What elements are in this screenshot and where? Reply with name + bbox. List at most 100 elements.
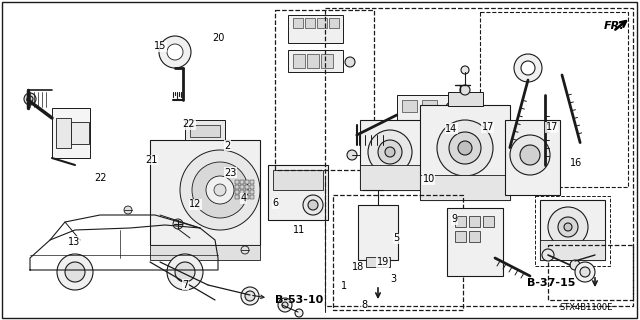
Bar xyxy=(240,190,244,194)
Text: 3: 3 xyxy=(390,274,396,284)
Circle shape xyxy=(27,96,33,102)
Bar xyxy=(245,190,249,194)
Circle shape xyxy=(368,130,412,174)
Bar xyxy=(250,180,254,184)
Text: 21: 21 xyxy=(145,155,158,165)
Bar xyxy=(325,8,633,306)
Circle shape xyxy=(564,223,572,231)
Circle shape xyxy=(514,54,542,82)
Text: STX4B1100E: STX4B1100E xyxy=(560,303,613,312)
Circle shape xyxy=(449,132,481,164)
Bar xyxy=(397,95,462,135)
Circle shape xyxy=(295,309,303,317)
Circle shape xyxy=(385,147,395,157)
Circle shape xyxy=(460,85,470,95)
Circle shape xyxy=(175,262,195,282)
Bar xyxy=(321,54,333,68)
Bar xyxy=(245,180,249,184)
Bar xyxy=(235,180,239,184)
Text: FR.: FR. xyxy=(604,21,625,31)
Text: 1: 1 xyxy=(341,281,348,292)
Bar xyxy=(245,195,249,199)
Bar xyxy=(250,195,254,199)
Circle shape xyxy=(520,145,540,165)
Bar xyxy=(185,120,225,140)
Circle shape xyxy=(124,206,132,214)
Circle shape xyxy=(167,44,183,60)
Bar xyxy=(71,122,89,144)
Bar xyxy=(483,216,494,227)
Circle shape xyxy=(282,302,288,308)
Circle shape xyxy=(521,61,535,75)
Bar xyxy=(240,180,244,184)
Text: 19: 19 xyxy=(376,257,389,268)
Bar xyxy=(333,195,463,310)
Circle shape xyxy=(159,36,191,68)
Bar xyxy=(469,231,480,242)
Circle shape xyxy=(347,150,357,160)
Bar xyxy=(273,170,323,190)
Text: 8: 8 xyxy=(362,300,368,310)
Bar xyxy=(360,120,425,190)
Bar xyxy=(358,205,398,260)
Bar xyxy=(540,240,605,260)
Circle shape xyxy=(65,262,85,282)
Text: 22: 22 xyxy=(94,172,107,183)
Text: 22: 22 xyxy=(182,119,195,129)
Bar xyxy=(329,18,339,28)
Bar xyxy=(268,165,328,220)
Circle shape xyxy=(180,150,260,230)
Text: 10: 10 xyxy=(422,174,435,184)
Text: B-37-15: B-37-15 xyxy=(527,278,576,288)
Bar xyxy=(422,100,437,112)
Circle shape xyxy=(241,287,259,305)
Circle shape xyxy=(308,200,318,210)
Circle shape xyxy=(303,195,323,215)
Text: 2: 2 xyxy=(224,140,230,151)
Text: 6: 6 xyxy=(272,198,278,208)
Text: 12: 12 xyxy=(189,199,202,209)
Text: B-53-10: B-53-10 xyxy=(275,295,324,305)
Text: 7: 7 xyxy=(182,280,189,290)
Text: 4: 4 xyxy=(240,193,246,204)
Bar xyxy=(447,208,503,276)
Bar xyxy=(366,257,390,267)
Circle shape xyxy=(241,246,249,254)
Bar xyxy=(384,142,454,167)
Bar xyxy=(420,175,510,200)
Circle shape xyxy=(214,184,226,196)
Text: 16: 16 xyxy=(570,157,582,168)
Bar xyxy=(469,216,480,227)
Bar xyxy=(150,245,260,260)
Text: 17: 17 xyxy=(481,122,494,132)
Bar xyxy=(402,100,417,112)
Circle shape xyxy=(548,207,588,247)
Bar xyxy=(305,18,315,28)
Bar xyxy=(293,54,305,68)
Text: 18: 18 xyxy=(352,262,365,272)
Bar xyxy=(535,196,610,266)
Bar xyxy=(505,120,560,195)
Circle shape xyxy=(570,260,580,270)
Bar xyxy=(293,18,303,28)
Bar xyxy=(455,231,466,242)
Circle shape xyxy=(167,254,203,290)
Bar xyxy=(275,10,374,170)
Bar xyxy=(420,105,510,200)
Bar xyxy=(235,195,239,199)
Text: 13: 13 xyxy=(67,236,80,247)
Circle shape xyxy=(437,120,493,176)
Bar xyxy=(235,190,239,194)
Circle shape xyxy=(192,162,248,218)
Bar xyxy=(240,195,244,199)
Bar xyxy=(190,125,220,137)
Text: 15: 15 xyxy=(154,41,166,52)
Bar xyxy=(250,190,254,194)
Circle shape xyxy=(580,267,590,277)
Bar xyxy=(52,108,90,158)
Bar xyxy=(317,18,327,28)
Bar xyxy=(448,92,483,106)
Text: 23: 23 xyxy=(224,168,237,178)
Circle shape xyxy=(345,57,355,67)
Text: 5: 5 xyxy=(394,233,400,244)
